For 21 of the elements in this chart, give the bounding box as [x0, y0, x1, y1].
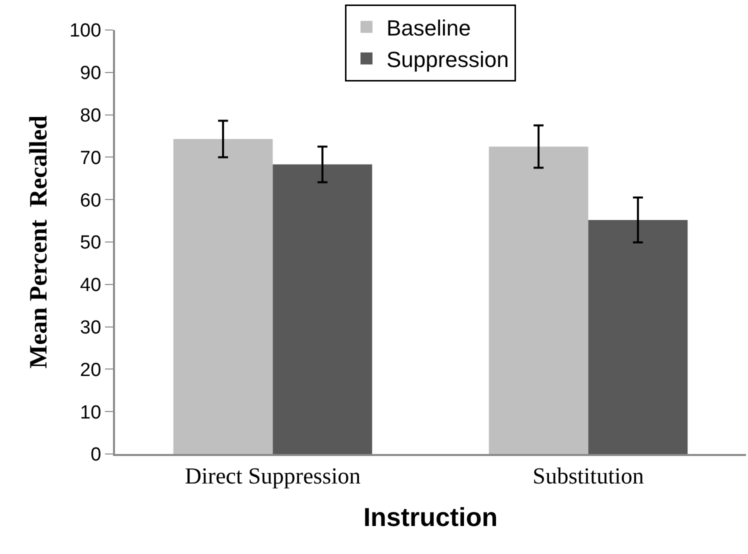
x-axis-title: Instruction — [363, 502, 498, 532]
y-axis-title: Mean Percent Recalled — [26, 115, 53, 368]
y-tick-label: 0 — [90, 444, 102, 466]
y-tick-label: 50 — [80, 232, 102, 254]
y-tick-label: 80 — [80, 105, 102, 126]
legend-label: Baseline — [386, 15, 471, 40]
x-tick-label: Direct Suppression — [184, 464, 362, 489]
x-tick-label: Substitution — [532, 464, 644, 489]
legend-label: Suppression — [386, 47, 509, 72]
bar — [272, 164, 372, 454]
y-tick-label: 60 — [80, 190, 102, 212]
y-tick-label: 70 — [80, 148, 102, 169]
y-tick-label: 100 — [69, 20, 102, 42]
y-tick-label: 30 — [80, 317, 102, 338]
bar — [173, 138, 273, 454]
y-tick-label: 20 — [80, 360, 102, 381]
y-tick-label: 40 — [80, 275, 102, 296]
bar — [588, 220, 688, 454]
bar — [488, 146, 588, 454]
y-tick-label: 90 — [80, 63, 102, 84]
y-tick-label: 10 — [80, 402, 102, 424]
